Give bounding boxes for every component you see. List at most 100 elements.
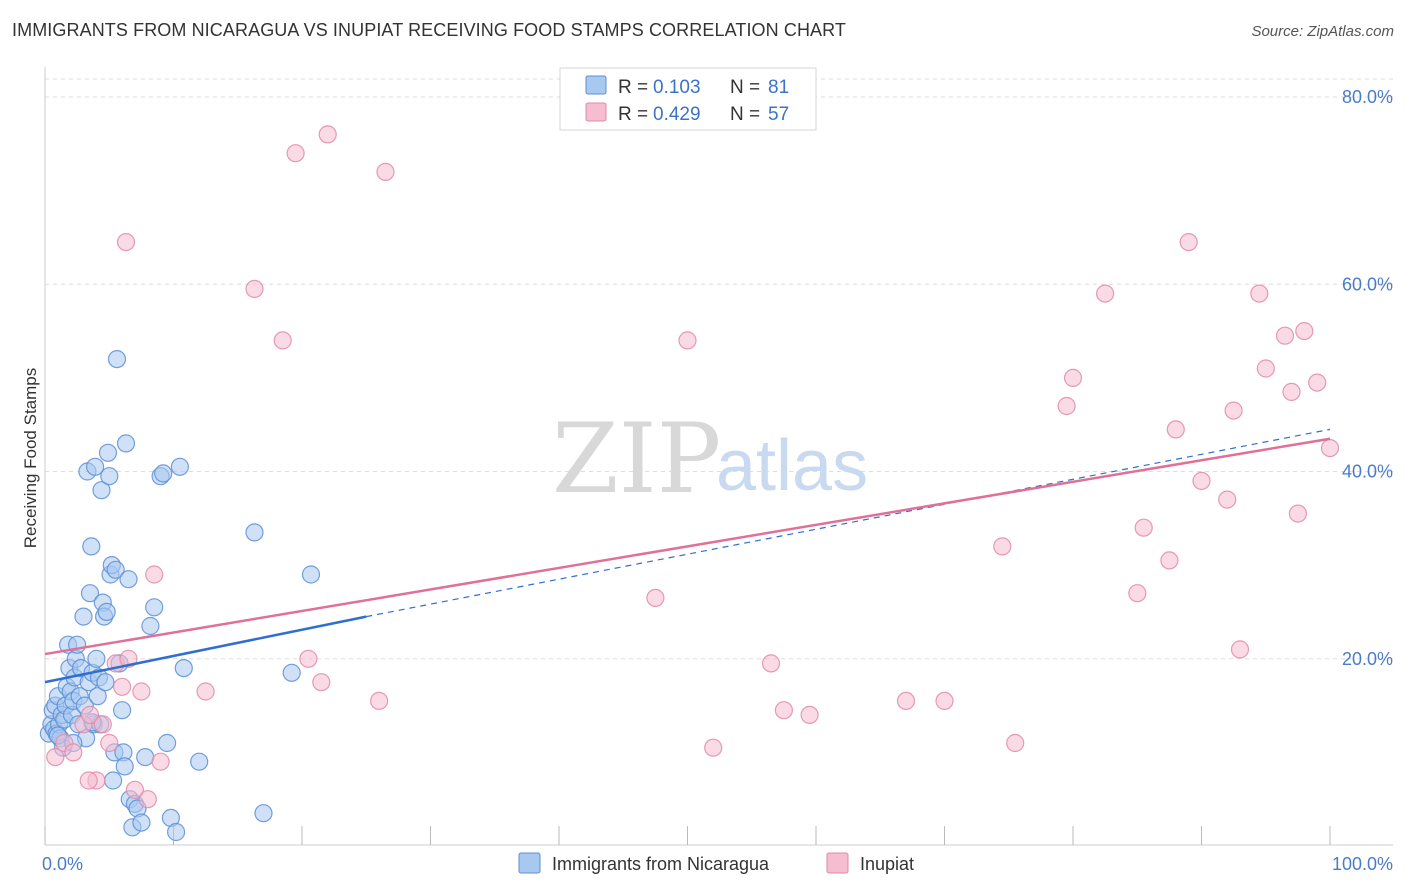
nicaragua-point-67 [154,464,173,483]
inupiat-point-17 [196,682,215,701]
bottom-legend-swatch-inupiat [826,852,849,874]
legend-r-label-2: R = [618,104,648,125]
nicaragua-point-35 [87,649,106,668]
legend-n-value-1: 81 [768,77,789,98]
inupiat-point-19 [273,331,292,350]
inupiat-point-25 [376,162,395,181]
inupiat-point-20 [286,144,305,163]
inupiat-point-34 [993,537,1012,556]
nicaragua-point-71 [170,457,189,476]
inupiat-point-37 [1063,368,1083,387]
nicaragua-point-36 [88,687,107,706]
nicaragua-point-74 [245,523,264,542]
inupiat-point-28 [704,738,723,757]
inupiat-point-45 [1218,490,1237,509]
inupiat-point-49 [1256,359,1275,378]
watermark-zip: ZIP [552,403,721,515]
inupiat-point-38 [1095,284,1115,303]
nicaragua-point-68 [158,733,177,753]
inupiat-point-6 [93,715,112,734]
inupiat-point-7 [100,733,119,753]
nicaragua-point-57 [119,570,138,589]
legend-swatch-nicaragua [585,75,607,95]
inupiat-point-18 [245,279,264,298]
inupiat-point-41 [1160,551,1179,570]
legend-swatch-inupiat [585,102,607,122]
legend-r-value-2: 0.429 [653,104,701,125]
legend-n-label-2: N = [730,104,760,125]
inupiat-point-29 [761,654,781,673]
inupiat-point-43 [1179,233,1198,252]
nicaragua-point-72 [174,658,193,678]
inupiat-point-31 [800,705,819,725]
inupiat-point-44 [1192,471,1211,490]
nicaragua-point-55 [115,757,134,776]
inupiat-point-53 [1295,322,1314,341]
nicaragua-point-48 [103,771,123,790]
inupiat-point-40 [1134,518,1153,537]
nicaragua-point-56 [116,434,136,453]
grid-lines [45,78,1393,660]
nicaragua-point-42 [96,673,115,692]
inupiat-point-15 [151,752,170,771]
x-tick-label-0: 0.0% [42,854,83,874]
trend-nicaragua-extrapolated [366,428,1331,618]
inupiat-point-51 [1282,382,1301,401]
inupiat-point-26 [646,588,665,608]
nicaragua-point-30 [80,584,100,603]
inupiat-point-42 [1166,420,1185,439]
y-tick-label-20: 20.0% [1342,649,1393,669]
chart-title: IMMIGRANTS FROM NICARAGUA VS INUPIAT REC… [12,20,847,40]
inupiat-point-4 [80,705,100,725]
bottom-legend-swatch-nicaragua [518,852,541,874]
inupiat-point-52 [1288,504,1308,523]
inupiat-point-30 [774,701,794,720]
trend-inupiat [44,437,1331,656]
nicaragua-point-43 [97,602,116,622]
y-tick-label-40: 40.0% [1342,462,1393,482]
inupiat-point-12 [132,682,151,701]
inupiat-point-48 [1250,284,1269,303]
inupiat-point-16 [116,233,136,252]
legend-n-label-1: N = [730,77,760,98]
inupiat-point-27 [678,331,697,350]
x-tick-label-100: 100.0% [1332,854,1393,874]
nicaragua-point-73 [190,752,209,771]
nicaragua-point-77 [301,565,321,584]
nicaragua-point-45 [100,467,119,486]
nicaragua-point-70 [167,822,186,842]
inupiat-point-0 [46,747,65,767]
inupiat-point-22 [312,673,331,692]
series-legend: Immigrants from Nicaragua Inupiat [518,852,914,874]
nicaragua-point-53 [112,701,132,720]
nicaragua-point-75 [254,804,273,823]
nicaragua-point-25 [74,607,93,626]
series-inupiat-points [46,125,1340,809]
trend-lines [44,428,1331,684]
inupiat-point-46 [1224,401,1243,420]
inupiat-point-32 [896,691,916,711]
nicaragua-point-65 [145,598,164,617]
inupiat-point-56 [79,771,98,790]
y-tick-label-80: 80.0% [1342,87,1393,107]
nicaragua-point-34 [85,457,105,476]
inupiat-point-39 [1128,584,1147,603]
nicaragua-point-39 [92,481,111,500]
source-credit: Source: ZipAtlas.com [1251,23,1394,40]
inupiat-point-13 [138,790,157,809]
bottom-legend-label-inupiat: Inupiat [860,854,914,874]
nicaragua-point-50 [106,560,125,579]
nicaragua-point-62 [132,813,151,832]
y-axis-label: Receiving Food Stamps [21,368,40,548]
nicaragua-point-64 [141,616,160,636]
inupiat-point-2 [64,743,83,762]
nicaragua-point-51 [107,350,127,369]
inupiat-point-50 [1275,326,1295,345]
inupiat-point-21 [299,649,318,668]
inupiat-point-55 [1320,439,1340,458]
legend-r-label-1: R = [618,77,648,98]
nicaragua-point-76 [282,663,301,682]
legend-r-value-1: 0.103 [653,77,701,98]
inupiat-point-36 [1057,396,1076,416]
